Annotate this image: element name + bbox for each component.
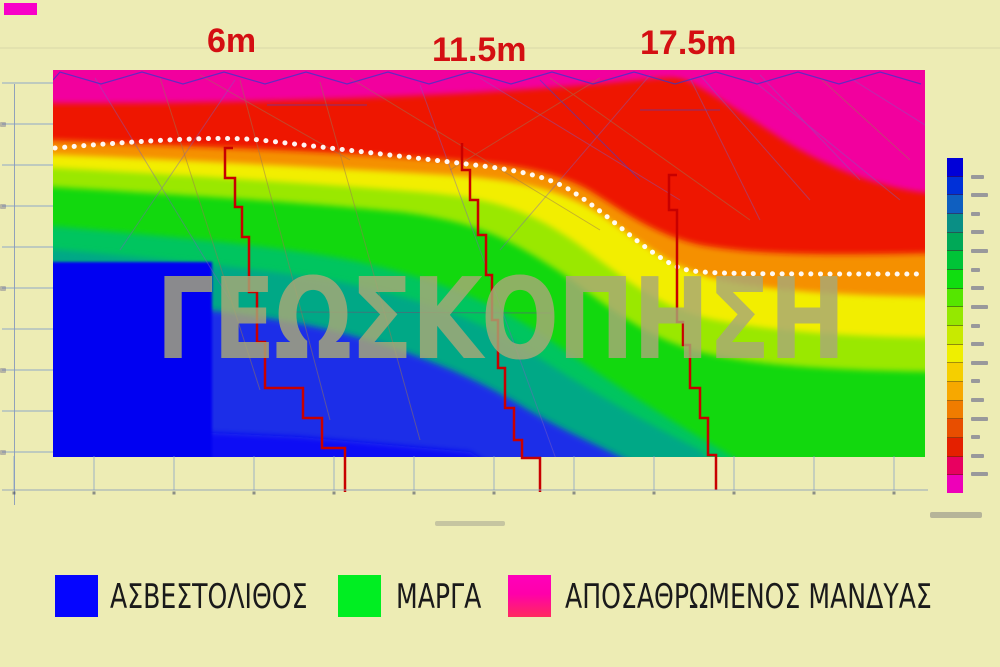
station-label-11-5m: 11.5m	[432, 31, 527, 69]
boundary-dotted-line	[53, 135, 925, 277]
borehole-logs	[223, 143, 718, 492]
borehole-log-2	[460, 143, 542, 492]
corner-color-chip	[4, 3, 37, 15]
resistivity-bands	[53, 70, 925, 457]
legend-swatch-marl	[338, 575, 381, 617]
watermark: ΓΕΩΣΚΟΠΗΣΗ	[156, 255, 846, 385]
electrode-line	[53, 71, 922, 85]
colorbar	[947, 158, 963, 494]
borehole-log-1	[223, 146, 347, 492]
colorbar-units-smudge	[930, 512, 982, 518]
legend-label-limestone: ΑΣΒΕΣΤΟΛΙΘΟΣ	[110, 577, 308, 617]
station-label-17-5m: 17.5m	[640, 24, 737, 62]
station-label-6m: 6m	[207, 22, 257, 60]
lithology-legend: ΑΣΒΕΣΤΟΛΙΘΟΣ ΜΑΡΓΑ ΑΠΟΣΑΘΡΩΜΕΝΟΣ ΜΑΝΔΥΑΣ	[0, 570, 1000, 630]
borehole-log-3	[667, 173, 718, 490]
axes-and-grid	[0, 47, 1000, 505]
colorbar-tick-labels	[969, 158, 991, 493]
legend-label-marl: ΜΑΡΓΑ	[396, 577, 482, 617]
legend-swatch-limestone	[55, 575, 98, 617]
survey-ray-lines	[94, 74, 925, 457]
bottom-annotation-smudge	[435, 521, 505, 526]
legend-label-weathered-mantle: ΑΠΟΣΑΘΡΩΜΕΝΟΣ ΜΑΝΔΥΑΣ	[565, 577, 932, 617]
legend-swatch-weathered-mantle	[508, 575, 551, 617]
